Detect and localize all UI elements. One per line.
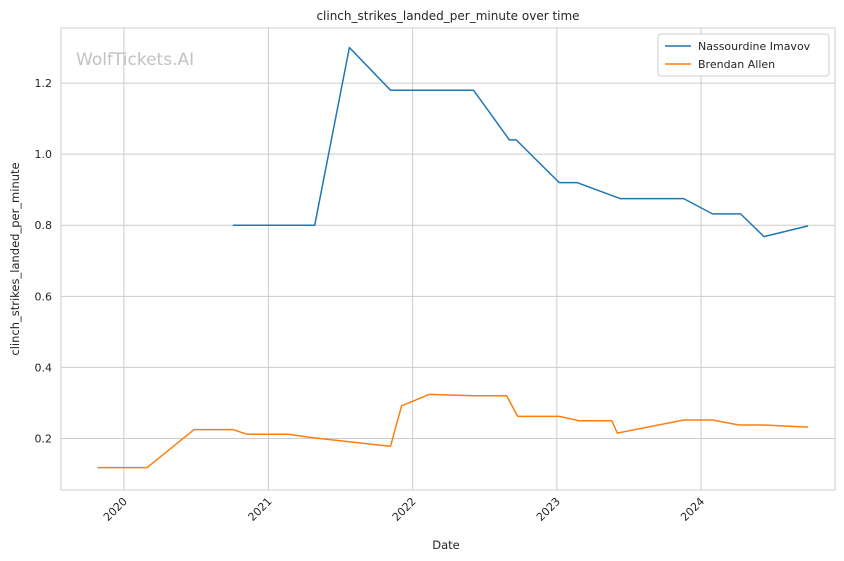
series-line-nassourdine-imavov xyxy=(232,46,809,238)
x-axis-ticks: 2020 2021 2022 2023 2024 xyxy=(101,495,707,524)
y-tick-label: 1.2 xyxy=(35,77,53,90)
legend: Nassourdine Imavov Brendan Allen xyxy=(657,33,830,77)
y-tick-label: 0.8 xyxy=(35,219,53,232)
legend-label-brendan-allen: Brendan Allen xyxy=(698,58,775,71)
chart-title: clinch_strikes_landed_per_minute over ti… xyxy=(316,9,579,23)
x-tick-label: 2024 xyxy=(678,495,707,524)
y-axis-title: clinch_strikes_landed_per_minute xyxy=(8,162,22,355)
legend-box xyxy=(657,33,830,77)
y-tick-label: 0.2 xyxy=(35,432,53,445)
watermark: WolfTickets.AI xyxy=(76,50,194,70)
y-tick-label: 0.4 xyxy=(35,361,53,374)
series-line-brendan-allen xyxy=(97,393,809,469)
y-tick-label: 1.0 xyxy=(35,148,53,161)
x-tick-label: 2022 xyxy=(390,495,419,524)
x-axis-title: Date xyxy=(432,538,460,552)
x-tick-label: 2023 xyxy=(534,495,563,524)
plot-background xyxy=(60,27,836,491)
x-tick-label: 2021 xyxy=(246,495,275,524)
y-tick-label: 0.6 xyxy=(35,290,53,303)
grid xyxy=(61,28,835,490)
legend-label-nassourdine-imavov: Nassourdine Imavov xyxy=(698,40,811,53)
series-lines xyxy=(97,46,809,469)
y-axis-ticks: 0.2 0.4 0.6 0.8 1.0 1.2 xyxy=(35,77,53,445)
x-tick-label: 2020 xyxy=(101,495,130,524)
